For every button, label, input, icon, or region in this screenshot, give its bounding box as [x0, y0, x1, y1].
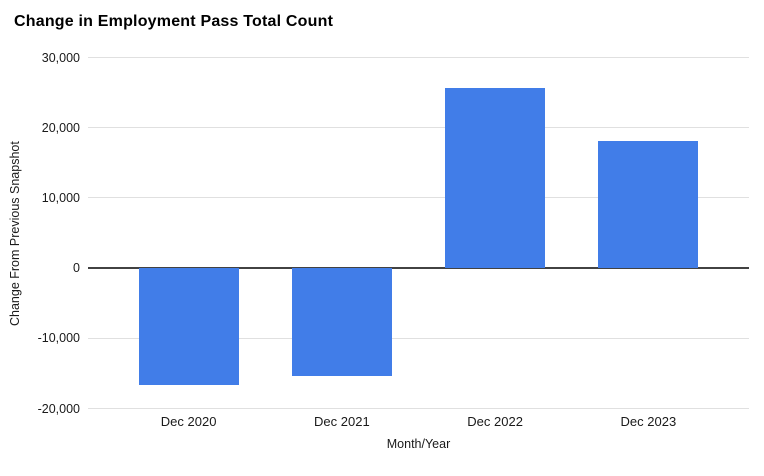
x-tick-label: Dec 2023	[620, 414, 677, 429]
gridline	[88, 408, 749, 409]
gridline	[88, 337, 749, 339]
x-tick-label: Dec 2021	[314, 414, 370, 429]
y-tick-label: 30,000	[41, 50, 80, 65]
y-tick-label: 0	[73, 261, 80, 276]
bar-dec-2020[interactable]	[138, 268, 239, 385]
gridline	[88, 57, 749, 58]
bar-dec-2021[interactable]	[291, 268, 392, 377]
bar-dec-2022[interactable]	[445, 88, 546, 269]
x-tick-label: Dec 2020	[160, 414, 217, 429]
gridline	[88, 197, 749, 199]
y-tick-label: 20,000	[41, 120, 80, 135]
y-axis-title: Change From Previous Snapshot	[8, 140, 22, 326]
y-tick-label: -10,000	[37, 331, 80, 346]
chart-title: Change in Employment Pass Total Count	[14, 13, 334, 30]
bar-dec-2023[interactable]	[598, 141, 699, 269]
zero-baseline	[88, 267, 749, 270]
y-tick-label: -20,000	[37, 401, 80, 416]
x-axis-title: Month/Year	[386, 437, 451, 451]
y-tick-label: 10,000	[41, 190, 80, 205]
x-tick-label: Dec 2022	[467, 414, 523, 429]
gridline	[88, 127, 749, 129]
